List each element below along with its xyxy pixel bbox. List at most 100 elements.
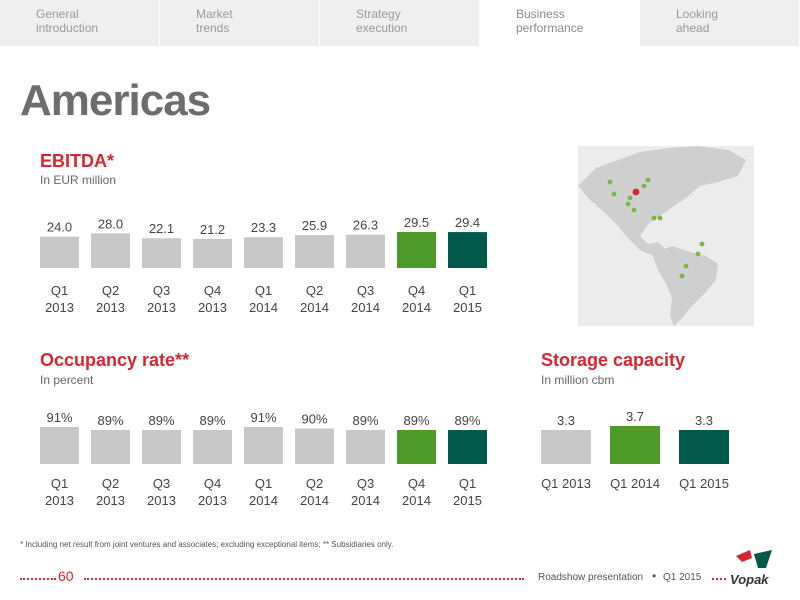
bar	[193, 239, 232, 268]
tick-label: 2013	[96, 300, 125, 315]
tick-label: Q1 2015	[679, 476, 729, 491]
presentation-date: Q1 2015	[663, 572, 702, 583]
tab-looking-ahead[interactable]: Looking ahead	[640, 0, 800, 46]
bar	[91, 233, 130, 268]
tick-label: Q3	[357, 283, 374, 298]
terminal-dot	[657, 215, 663, 221]
tick-label: Q1	[51, 476, 68, 491]
ebitda-title: EBITDA*	[40, 151, 115, 171]
terminal-dot	[627, 195, 633, 201]
terminal-dot	[641, 183, 647, 189]
bar	[541, 430, 591, 464]
page-number: 60	[58, 568, 74, 584]
tick-label: 2014	[402, 300, 431, 315]
data-label: 22.1	[149, 221, 174, 236]
logo-red-mark	[736, 550, 752, 562]
tab-line1: Market	[196, 7, 233, 21]
tick-label: Q3	[357, 476, 374, 491]
terminal-dot	[625, 201, 631, 207]
tick-label: Q4	[204, 476, 221, 491]
tab-business-performance[interactable]: Business performance	[480, 0, 640, 46]
bar	[610, 426, 660, 464]
bar	[91, 430, 130, 464]
section-nav: General introduction Market trends Strat…	[0, 0, 800, 46]
tick-label: Q3	[153, 476, 170, 491]
terminal-dot	[651, 215, 657, 221]
tab-line2: ahead	[676, 21, 710, 35]
data-label: 26.3	[353, 218, 378, 233]
tab-line1: Business	[516, 7, 565, 21]
tab-line2: introduction	[36, 21, 99, 35]
bar	[244, 237, 283, 268]
tab-strategy-execution[interactable]: Strategy execution	[320, 0, 480, 46]
tab-general-introduction[interactable]: General introduction	[0, 0, 160, 46]
footer-dotted-rule	[712, 578, 726, 580]
data-label: 90%	[301, 412, 327, 427]
bar	[397, 232, 436, 268]
tick-label: 2014	[300, 493, 329, 508]
tick-label: 2015	[453, 300, 482, 315]
data-label: 89%	[148, 413, 174, 428]
data-label: 91%	[46, 410, 72, 425]
tick-label: 2013	[96, 493, 125, 508]
footer-dotted-rule	[20, 578, 56, 580]
tick-label: Q1 2013	[541, 476, 591, 491]
data-label: 89%	[97, 413, 123, 428]
headquarters-dot	[632, 188, 640, 196]
bar	[142, 238, 181, 268]
vopak-logo-icon	[736, 550, 772, 568]
bar	[397, 430, 436, 464]
bar	[448, 232, 487, 268]
data-label: 89%	[352, 413, 378, 428]
tick-label: 2013	[198, 300, 227, 315]
tick-label: 2014	[351, 493, 380, 508]
tab-market-trends[interactable]: Market trends	[160, 0, 320, 46]
terminal-dot	[679, 273, 685, 279]
bar	[346, 430, 385, 464]
terminal-dot	[611, 191, 617, 197]
data-label: 25.9	[302, 218, 327, 233]
terminal-dot	[699, 241, 705, 247]
bar	[40, 427, 79, 464]
tab-line1: General	[36, 7, 79, 21]
south-america-landmass	[652, 246, 718, 326]
logo-green-mark	[754, 550, 772, 568]
tab-line2: performance	[516, 21, 584, 35]
storage-subtitle: In million cbm	[541, 373, 615, 387]
tab-line1: Strategy	[356, 7, 401, 21]
presentation-name: Roadshow presentation	[538, 572, 644, 583]
americas-map	[578, 146, 754, 326]
tick-label: Q1	[51, 283, 68, 298]
data-label: 91%	[250, 410, 276, 425]
tick-label: Q4	[408, 283, 425, 298]
tick-label: 2014	[249, 493, 278, 508]
data-label: 28.0	[98, 216, 123, 231]
data-label: 29.4	[455, 215, 480, 230]
tick-label: 2014	[249, 300, 278, 315]
tick-label: Q4	[204, 283, 221, 298]
bar	[346, 234, 385, 268]
bar	[142, 430, 181, 464]
terminal-dot	[607, 179, 613, 185]
tick-label: 2013	[198, 493, 227, 508]
bar	[244, 427, 283, 464]
data-label: 23.3	[251, 220, 276, 235]
tick-label: Q3	[153, 283, 170, 298]
data-label: 21.2	[200, 222, 225, 237]
tick-label: Q2	[102, 476, 119, 491]
tick-label: Q1	[255, 476, 272, 491]
occupancy-title: Occupancy rate**	[40, 350, 190, 370]
tick-label: 2013	[147, 300, 176, 315]
tick-label: 2014	[300, 300, 329, 315]
bar	[295, 235, 334, 268]
data-label: 3.7	[626, 409, 644, 424]
tab-line2: trends	[196, 21, 230, 35]
bar	[40, 236, 79, 268]
data-label: 89%	[403, 413, 429, 428]
terminal-dot	[683, 263, 689, 269]
footnote: * Including net result from joint ventur…	[20, 540, 394, 549]
tab-line2: execution	[356, 21, 408, 35]
data-label: 3.3	[695, 413, 713, 428]
